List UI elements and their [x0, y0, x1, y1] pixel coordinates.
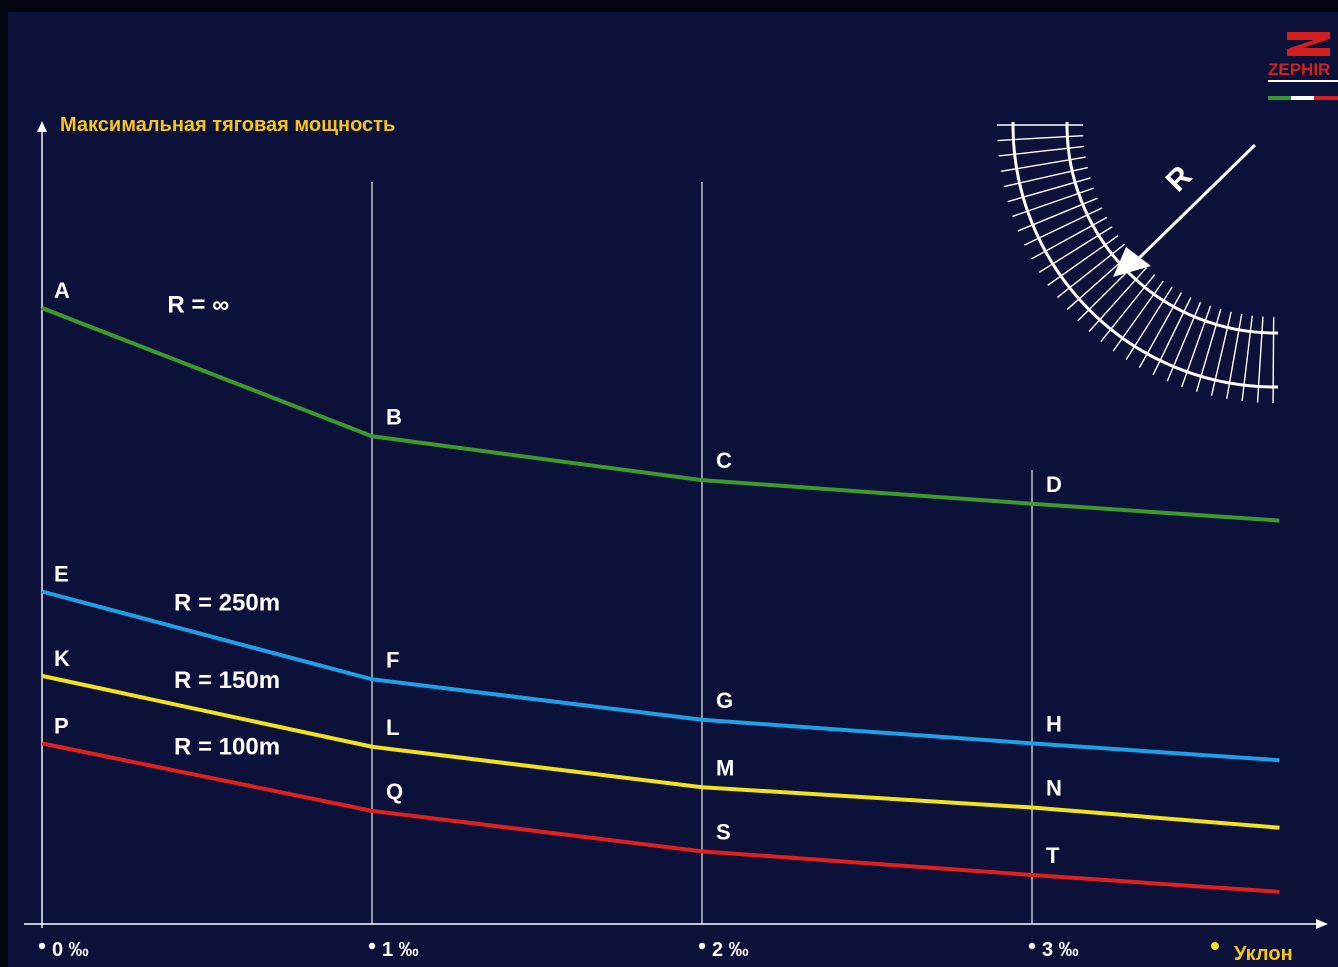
- point-label: A: [54, 278, 70, 303]
- track-tie: [1195, 308, 1222, 392]
- x-axis-title-group: Уклон: [1211, 942, 1293, 965]
- track-tie: [1241, 315, 1253, 402]
- tick-bullet: [38, 942, 46, 950]
- track-tie: [1007, 177, 1091, 203]
- point-label: H: [1046, 711, 1062, 736]
- x-axis: [24, 919, 1328, 929]
- flag-green-icon: [1268, 96, 1291, 100]
- track-tie: [1038, 226, 1113, 273]
- flag-white-icon: [1291, 96, 1314, 100]
- series-layer: [41, 306, 1280, 894]
- point-label: B: [386, 404, 402, 429]
- point-label: T: [1046, 843, 1060, 868]
- curved-track-diagram: [997, 122, 1278, 403]
- series-name-label: R = 100m: [174, 733, 280, 760]
- track-tie: [1272, 316, 1275, 403]
- track-tie: [1003, 166, 1088, 188]
- track-tie: [997, 135, 1084, 142]
- radius-arrow: R: [1113, 143, 1257, 277]
- flag-red-icon: [1314, 96, 1338, 100]
- series-line: [41, 741, 1280, 894]
- track-tie: [1166, 301, 1202, 382]
- series-name-label: R = ∞: [167, 292, 229, 319]
- track-tie: [1210, 311, 1232, 396]
- track-tie: [1112, 280, 1164, 352]
- arrow-head-icon: [1113, 247, 1151, 277]
- point-label: G: [716, 688, 733, 713]
- series-name-label: R = 250m: [174, 590, 280, 617]
- track-tie: [998, 145, 1085, 157]
- track-tie: [1088, 267, 1148, 333]
- point-label: D: [1046, 472, 1062, 497]
- track-tie: [1152, 297, 1192, 376]
- left-border: [0, 0, 8, 967]
- series-line: [41, 589, 1280, 763]
- top-border: [0, 0, 1338, 12]
- x-tick-label: 3 ‰: [1042, 939, 1079, 961]
- track-tie: [1125, 286, 1173, 361]
- tick-bullet: [368, 942, 376, 950]
- y-axis: [37, 121, 47, 928]
- series-name-label: R = 150m: [174, 667, 280, 694]
- point-label: K: [54, 646, 70, 671]
- x-tick-label: 0 ‰: [52, 939, 89, 961]
- point-label: S: [716, 819, 731, 844]
- track-tie: [1138, 292, 1182, 369]
- track-tie: [1226, 313, 1243, 399]
- x-tick-label: 1 ‰: [382, 939, 419, 961]
- track-tie: [1012, 187, 1094, 218]
- point-label: L: [386, 715, 399, 740]
- x-tick-labels: 0 ‰ 1 ‰ 2 ‰ 3 ‰: [38, 939, 1079, 961]
- track-tie: [1017, 197, 1098, 232]
- track-tie: [1031, 216, 1108, 260]
- track-tie: [1100, 274, 1156, 343]
- track-tie: [1023, 207, 1103, 246]
- point-label: P: [54, 713, 69, 738]
- point-label: C: [716, 448, 732, 473]
- logo-brand: ZEPHIR: [1268, 60, 1330, 79]
- point-label: N: [1046, 776, 1062, 801]
- zephir-logo: ZEPHIR: [1268, 32, 1338, 100]
- point-label: F: [386, 647, 399, 672]
- grid-lines: [371, 182, 1033, 924]
- track-tie: [1000, 156, 1086, 173]
- y-axis-title: Максимальная тяговая мощность: [60, 114, 395, 136]
- x-axis-title-bullet: [1211, 942, 1219, 950]
- radius-label: R: [1160, 159, 1199, 198]
- series-line: [41, 673, 1280, 830]
- tick-bullet: [698, 942, 706, 950]
- point-label: Q: [386, 779, 403, 804]
- labels-layer: A B C D R = ∞ E F G H R = 250m K L M N R = 150m P Q S T R =…: [54, 278, 1062, 868]
- logo-tagline-line-icon: [1268, 80, 1338, 82]
- point-label: E: [54, 562, 69, 587]
- track-tie: [1047, 235, 1119, 286]
- track-tie: [1056, 243, 1125, 299]
- z-logo-icon: [1287, 32, 1330, 56]
- point-label: M: [716, 755, 734, 780]
- track-rail: [1011, 124, 1276, 389]
- track-tie: [1256, 316, 1264, 403]
- tick-bullet: [1028, 942, 1036, 950]
- track-tie: [1181, 305, 1212, 388]
- series-line: [41, 306, 1280, 523]
- x-axis-title: Уклон: [1234, 943, 1293, 965]
- x-tick-label: 2 ‰: [712, 939, 749, 961]
